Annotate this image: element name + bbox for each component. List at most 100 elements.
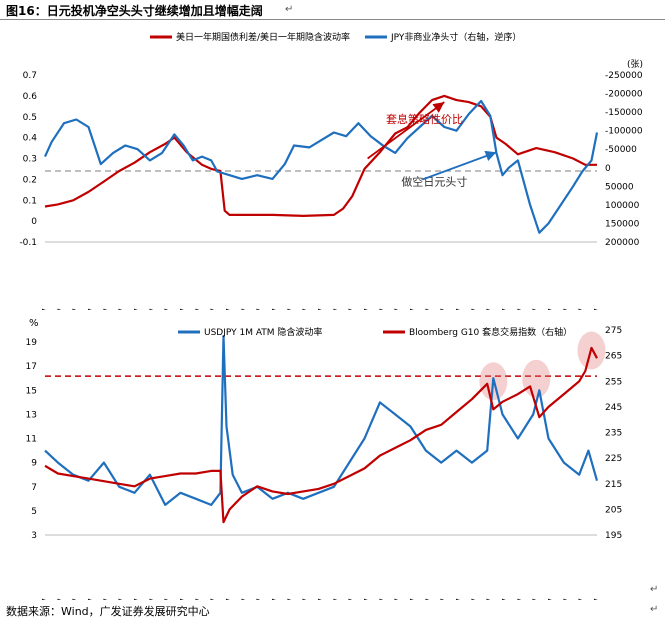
left-axis-tick-label: 0.5	[23, 113, 37, 123]
x-axis-tick-label: 2024/10/17	[501, 598, 510, 600]
right-axis-tick-label: -50000	[605, 145, 637, 155]
annotation-text-2: 做空日元头寸	[401, 175, 467, 189]
x-axis-tick-label: 2018/10/17	[133, 598, 142, 600]
right-axis-tick-label: 215	[605, 480, 622, 490]
x-axis-tick-label: 2026/1/17	[578, 308, 587, 310]
x-axis-tick-label: 2020/4/17	[225, 308, 234, 310]
x-axis-tick-label: 2020/1/17	[210, 308, 219, 310]
x-axis-tick-label: 2021/4/17	[286, 598, 295, 600]
left-axis-label: %	[29, 318, 39, 329]
x-axis-tick-label: 2022/1/17	[332, 308, 341, 310]
x-axis-tick-label: 2023/1/17	[394, 598, 403, 600]
series-line-2	[44, 346, 598, 524]
x-axis-tick-label: 2025/4/17	[532, 308, 541, 310]
left-axis-tick-label: 0.2	[23, 175, 37, 185]
x-axis-tick-label: 2023/10/17	[440, 308, 449, 310]
x-axis-tick-label: 2017/4/17	[41, 308, 50, 310]
series-line-1	[44, 94, 597, 217]
right-axis-tick-label: 100000	[605, 201, 640, 211]
x-axis-tick-label: 2019/1/17	[148, 598, 157, 600]
right-axis-tick-label: -100000	[605, 127, 643, 137]
x-axis-tick-label: 2023/7/17	[424, 308, 433, 310]
x-axis-tick-label: 2024/1/17	[455, 598, 464, 600]
x-axis-tick-label: 2019/4/17	[164, 308, 173, 310]
x-axis-tick-label: 2025/1/17	[516, 598, 525, 600]
left-axis-tick-label: 0.1	[23, 196, 37, 206]
left-axis-tick-label: -0.1	[19, 238, 37, 248]
x-axis-tick-label: 2024/4/17	[470, 308, 479, 310]
x-axis-tick-label: 2021/7/17	[302, 598, 311, 600]
series-line-1	[44, 334, 599, 506]
x-axis-tick-label: 2020/7/17	[240, 308, 249, 310]
right-axis-tick-label: 150000	[605, 219, 640, 229]
left-axis-tick-label: 5	[31, 507, 37, 517]
x-axis-tick-label: 2018/1/17	[87, 598, 96, 600]
x-axis-tick-label: 2018/7/17	[118, 308, 127, 310]
x-axis-tick-label: 2017/7/17	[56, 598, 65, 600]
right-axis-tick-label: 255	[605, 377, 622, 387]
x-axis-tick-label: 2024/7/17	[486, 598, 495, 600]
x-axis-tick-label: 2023/4/17	[409, 308, 418, 310]
x-axis-tick-label: 2023/4/17	[409, 598, 418, 600]
left-axis-tick-label: 0	[31, 217, 37, 227]
x-axis-tick-label: 2026/4/17	[593, 308, 602, 310]
paragraph-mark-icon: ↵	[650, 584, 659, 595]
paragraph-mark-icon: ↵	[285, 4, 294, 15]
x-axis-tick-label: 2025/10/17	[562, 308, 571, 310]
left-axis-tick-label: 13	[26, 410, 37, 420]
right-axis-tick-label: 225	[605, 454, 622, 464]
x-axis-tick-label: 2022/10/17	[378, 308, 387, 310]
x-axis-tick-label: 2017/7/17	[56, 308, 65, 310]
left-axis-tick-label: 0.4	[23, 134, 38, 144]
right-axis-label: (张)	[627, 59, 643, 70]
x-axis-tick-label: 2020/4/17	[225, 598, 234, 600]
right-axis-tick-label: 195	[605, 531, 622, 541]
x-axis-tick-label: 2025/4/17	[532, 598, 541, 600]
arrow-icon	[422, 150, 497, 181]
left-axis-tick-label: 9	[31, 459, 37, 469]
left-axis-tick-label: 17	[26, 362, 37, 372]
x-axis-tick-label: 2024/1/17	[455, 308, 464, 310]
right-axis-tick-label: -150000	[605, 108, 643, 118]
series-line-2	[43, 99, 599, 234]
x-axis-tick-label: 2024/4/17	[470, 598, 479, 600]
x-axis-tick-label: 2020/1/17	[210, 598, 219, 600]
x-axis-tick-label: 2025/10/17	[562, 598, 571, 600]
x-axis-tick-label: 2022/10/17	[378, 598, 387, 600]
x-axis-tick-label: 2026/1/17	[578, 598, 587, 600]
x-axis-tick-label: 2023/7/17	[424, 598, 433, 600]
x-axis-tick-label: 2018/10/17	[133, 308, 142, 310]
right-axis-tick-label: 205	[605, 505, 622, 515]
x-axis-tick-label: 2018/4/17	[102, 598, 111, 600]
annotation-text-1: 套息策略性价比	[386, 112, 463, 126]
paragraph-mark-icon: ↵	[650, 604, 659, 615]
x-axis-tick-label: 2024/7/17	[486, 308, 495, 310]
x-axis-tick-label: 2023/1/17	[394, 308, 403, 310]
right-axis-tick-label: -250000	[605, 71, 643, 81]
arrow-icon	[367, 101, 445, 160]
figure-title: 图16：日元投机净空头头寸继续增加且增幅走阔	[6, 4, 263, 18]
legend-label-2: JPY非商业净头寸（右轴，逆序）	[390, 31, 521, 43]
x-axis-tick-label: 2019/4/17	[164, 598, 173, 600]
left-axis-tick-label: 0.7	[23, 71, 37, 81]
x-axis-tick-label: 2022/4/17	[348, 598, 357, 600]
x-axis-tick-label: 2018/4/17	[102, 308, 111, 310]
left-axis-tick-label: 11	[26, 435, 37, 445]
x-axis-tick-label: 2019/7/17	[179, 308, 188, 310]
left-axis-tick-label: 19	[26, 338, 38, 348]
x-axis-tick-label: 2017/10/17	[72, 308, 81, 310]
x-axis-tick-label: 2026/4/17	[593, 598, 602, 600]
left-axis-tick-label: 7	[31, 483, 37, 493]
x-axis-tick-label: 2025/7/17	[547, 308, 556, 310]
x-axis-tick-label: 2018/7/17	[118, 598, 127, 600]
x-axis-tick-label: 2019/1/17	[148, 308, 157, 310]
right-axis-tick-label: 275	[605, 326, 622, 336]
legend-label-1: USDJPY 1M ATM 隐含波动率	[204, 326, 322, 338]
x-axis-tick-label: 2022/7/17	[363, 598, 372, 600]
x-axis-tick-label: 2020/7/17	[240, 598, 249, 600]
chart-bottom: 3 5 7 9 11 13 15 17 19 195 205 215 225 235 245 255 265 27…	[26, 318, 623, 600]
right-axis-tick-label: 50000	[605, 182, 634, 192]
x-axis-tick-label: 2017/4/17	[41, 598, 50, 600]
x-axis-tick-label: 2019/10/17	[194, 598, 203, 600]
right-axis-tick-label: -200000	[605, 90, 643, 100]
